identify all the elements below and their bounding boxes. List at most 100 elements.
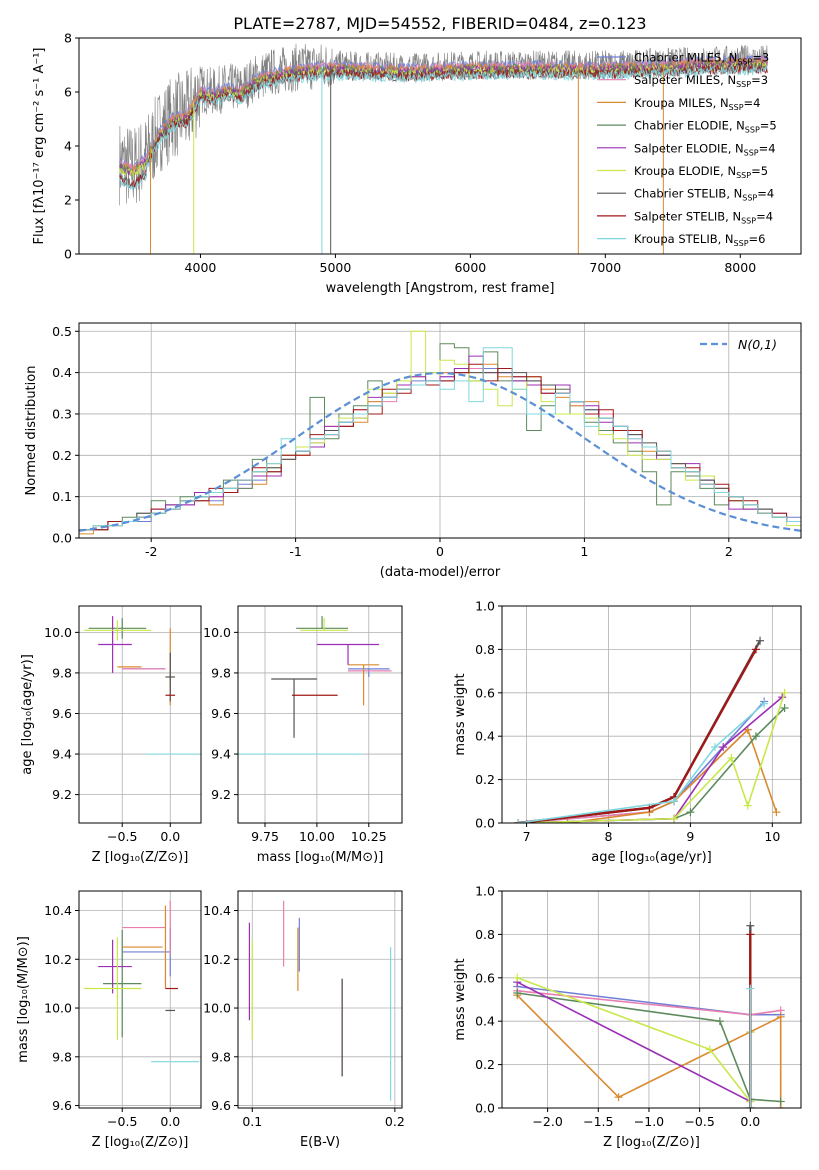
legend-label: Chabrier ELODIE, NSSP=5 [634, 119, 777, 135]
legend-sub: SSP [736, 80, 751, 89]
y-tick-label: 1.0 [475, 884, 495, 899]
y-axis-label: mass [log₁₀(M/M⊙)] [16, 936, 31, 1063]
y-axis-label: mass weight [453, 673, 468, 755]
y-tick-label: 0.8 [475, 642, 495, 657]
figure-title: PLATE=2787, MJD=54552, FIBERID=0484, z=0… [233, 14, 646, 33]
y-tick-label: 0.4 [475, 1014, 495, 1029]
axes-frame [78, 605, 202, 824]
x-axis-label: mass [log₁₀(M/M⊙)] [257, 850, 384, 865]
legend-count: =4 [744, 96, 761, 110]
x-tick-label: −0.5 [684, 1114, 714, 1129]
crosses [238, 616, 392, 755]
x-tick-label: 5000 [320, 260, 352, 275]
x-axis-label: age [log₁₀(age/yr)] [591, 850, 712, 865]
x-tick-label: 0.0 [740, 1114, 760, 1129]
y-tick-label: 9.6 [211, 1098, 231, 1113]
x-axis-label: wavelength [Angstrom, rest frame] [326, 281, 555, 296]
y-tick-label: 0.0 [52, 531, 72, 546]
y-tick-label: 0.5 [52, 324, 72, 339]
x-tick-label: 8000 [724, 260, 756, 275]
crosses [83, 900, 200, 1063]
y-tick-label: 0.0 [475, 816, 495, 831]
x-tick-label: 1 [580, 544, 588, 559]
panel-residuals: -2 -1 0 1 2 0.0 0.1 0.2 0.3 0.4 0.5 (data-model)/er… [24, 322, 802, 580]
x-tick-label: -2 [145, 544, 157, 559]
error-bars [248, 900, 392, 1101]
y-tick-label: 10.0 [44, 1001, 72, 1016]
y-tick-label: 0.4 [52, 365, 72, 380]
y-tick-label: 0.4 [475, 729, 495, 744]
x-tick-label: −1.0 [634, 1114, 664, 1129]
x-axis-label: Z [log₁₀(Z/Z⊙)] [92, 1135, 189, 1150]
y-tick-label: 9.4 [52, 747, 72, 762]
x-tick-label: 9 [686, 829, 694, 844]
x-axis-label: Z [log₁₀(Z/Z⊙)] [92, 850, 189, 865]
y-tick-label: 9.8 [211, 665, 231, 680]
y-tick-label: 10.4 [44, 903, 72, 918]
y-tick-label: 9.6 [211, 706, 231, 721]
axes-frame [78, 322, 802, 539]
x-tick-label: -1 [289, 544, 301, 559]
legend-count: =4 [756, 209, 773, 223]
y-tick-label: 0.2 [475, 772, 495, 787]
legend: Chabrier MILES, NSSP=3 Salpeter MILES, NS… [597, 51, 777, 248]
y-axis-label: Flux [fλ10⁻¹⁷ erg cm⁻² s⁻¹ A⁻¹] [32, 48, 47, 245]
y-axis-label: mass weight [453, 958, 468, 1040]
weight-line [517, 992, 781, 1103]
y-tick-label: 0 [64, 247, 72, 262]
y-tick-label: 9.2 [211, 787, 231, 802]
normal-curve [79, 371, 801, 532]
axes-frame [501, 890, 802, 1109]
x-tick-label: 10.00 [299, 829, 335, 844]
histogram-kroupa-stelib [79, 347, 801, 531]
legend-count: =4 [759, 141, 776, 155]
legend-sub: SSP [729, 103, 744, 112]
y-tick-label: 9.8 [52, 665, 72, 680]
panel-spectrum: 4000 5000 6000 7000 8000 0 2 4 6 8 wavelength [Ang… [32, 31, 802, 296]
y-axis-label: Normed distribution [24, 366, 39, 496]
y-tick-label: 10.0 [44, 625, 72, 640]
x-axis-label: E(B-V) [300, 1135, 340, 1150]
y-tick-label: 0.8 [475, 927, 495, 942]
legend-sub: SSP [745, 126, 760, 135]
x-tick-label: 0.0 [160, 829, 180, 844]
legend-sub: SSP [744, 148, 759, 157]
legend-label: Chabrier MILES, NSSP=3 [634, 51, 769, 67]
legend-sub: SSP [737, 58, 752, 67]
panel-age-mass: 9.75 10.00 10.25 9.2 9.4 9.6 9.8 10.0 mass [log₁… [203, 605, 403, 865]
x-tick-label: 7000 [589, 260, 621, 275]
legend-label: Chabrier STELIB, NSSP=4 [634, 187, 774, 203]
axes-frame [78, 37, 802, 255]
y-tick-label: 10.4 [203, 903, 231, 918]
legend-sub: SSP [741, 216, 756, 225]
x-tick-label: −1.5 [583, 1114, 613, 1129]
x-tick-label: 10 [764, 829, 780, 844]
y-tick-label: 0.2 [475, 1057, 495, 1072]
legend-count: =6 [749, 232, 766, 246]
y-tick-label: 2 [64, 193, 72, 208]
axes-frame [78, 890, 202, 1109]
y-tick-label: 10.2 [44, 952, 72, 967]
legend-sub: SSP [734, 239, 749, 248]
y-tick-label: 4 [64, 139, 72, 154]
spectrum-lines [119, 43, 768, 254]
model-spectrum [119, 65, 768, 191]
x-tick-label: 0.1 [242, 1114, 262, 1129]
x-tick-label: 4000 [185, 260, 217, 275]
legend-count: =3 [752, 51, 769, 65]
chart-panels: 4000 5000 6000 7000 8000 0 2 4 6 8 wavelength [Ang… [16, 31, 802, 1150]
weight-line [516, 994, 782, 1108]
x-tick-label: 0.2 [385, 1114, 405, 1129]
y-tick-label: 9.6 [52, 1098, 72, 1113]
legend-count: =5 [751, 164, 768, 178]
y-tick-label: 10.2 [203, 952, 231, 967]
x-tick-label: −0.5 [107, 829, 137, 844]
x-tick-label: 10.25 [351, 829, 387, 844]
panel-mass-Z: −0.5 0.0 9.6 9.8 10.0 10.2 10.4 Z [log₁₀(Z/Z⊙)]… [16, 890, 202, 1150]
legend-count: =5 [760, 119, 777, 133]
weight-line [518, 703, 765, 823]
x-tick-label: −0.5 [107, 1114, 137, 1129]
y-tick-label: 1.0 [475, 599, 495, 614]
x-tick-label: 0 [436, 544, 444, 559]
